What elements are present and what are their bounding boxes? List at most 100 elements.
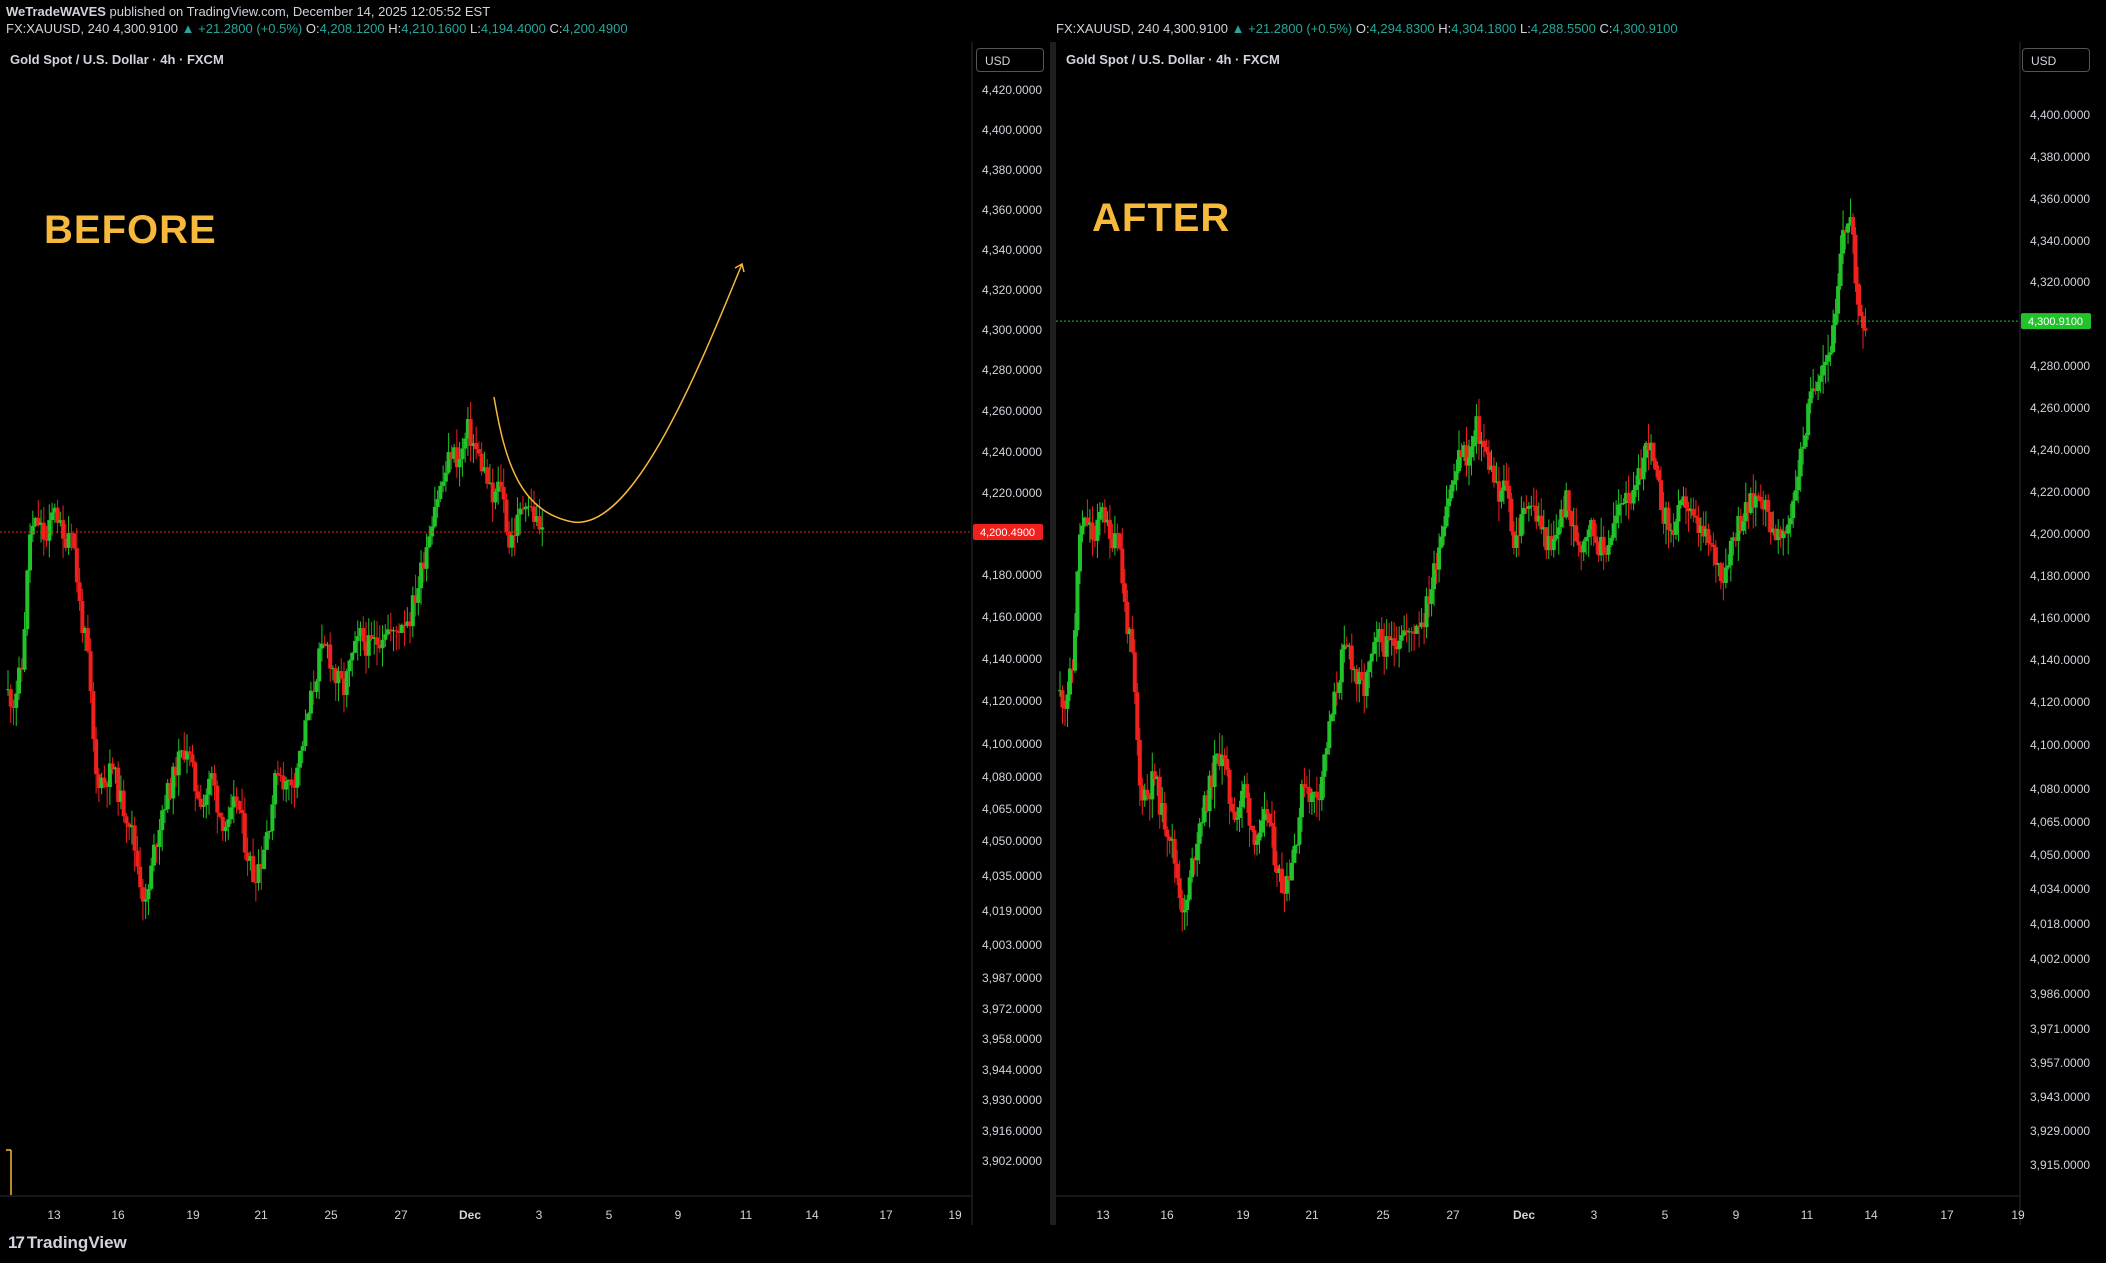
y-tick-label: 3,944.0000 — [982, 1063, 1042, 1077]
candle-body — [1225, 758, 1230, 770]
candle-body — [1601, 536, 1606, 553]
y-tick-label: 4,340.0000 — [982, 243, 1042, 257]
candle-body — [485, 467, 490, 484]
tradingview-logo-icon: 17 — [8, 1233, 25, 1252]
candle-body — [526, 506, 531, 508]
candle-body — [1232, 811, 1237, 820]
candle-body — [1484, 446, 1489, 452]
candle-body — [96, 774, 101, 789]
candle-body — [1349, 645, 1354, 670]
candle-body — [529, 506, 534, 508]
after-chart-panel[interactable]: 4,400.0000 4,380.0000 4,360.0000 4,340.0000… — [1056, 42, 2106, 1225]
candle-body — [1140, 785, 1145, 801]
candle-body — [102, 777, 107, 784]
candle-body — [182, 750, 187, 760]
candle-body — [1269, 822, 1274, 827]
candle-body — [267, 831, 272, 833]
candle-body — [1641, 457, 1646, 480]
candle-body — [1634, 484, 1639, 491]
x-tick-label: 16 — [111, 1208, 125, 1222]
y-tick-label: 4,260.0000 — [2030, 401, 2090, 415]
tradingview-logo[interactable]: 17 TradingView — [8, 1233, 127, 1253]
candle-body — [237, 800, 242, 810]
candle-body — [22, 629, 27, 670]
candle-body — [36, 517, 41, 526]
candle-body — [1332, 691, 1337, 715]
x-tick-label: 14 — [805, 1208, 819, 1222]
y-tick-label: 4,300.0000 — [982, 323, 1042, 337]
x-tick-label: 17 — [879, 1208, 893, 1222]
candle-body — [1479, 440, 1484, 444]
y-tick-label: 4,065.0000 — [982, 802, 1042, 816]
right-change: ▲ +21.2800 (+0.5%) — [1231, 21, 1353, 36]
candle-body — [1190, 858, 1195, 878]
candle-body — [1763, 499, 1768, 510]
candle-body — [1342, 644, 1347, 650]
candle-body — [1746, 502, 1751, 513]
candle-body — [419, 562, 424, 589]
candle-body — [1728, 540, 1733, 566]
y-tick-label: 4,320.0000 — [982, 283, 1042, 297]
candle-body — [1187, 877, 1192, 900]
candle-body — [1621, 503, 1626, 505]
candle-body — [1062, 707, 1067, 709]
right-o-label: O: — [1355, 21, 1370, 36]
panel-divider[interactable] — [1050, 42, 1056, 1225]
candle-body — [286, 779, 291, 782]
candle-body — [1534, 505, 1539, 522]
candle-body — [88, 651, 93, 692]
candle-body — [1639, 468, 1644, 480]
y-tick-label: 4,180.0000 — [2030, 569, 2090, 583]
candle-body — [1796, 476, 1801, 491]
candle-body — [424, 547, 429, 569]
candle-body — [1417, 625, 1422, 627]
candle-body — [1364, 672, 1369, 697]
x-tick-label: 5 — [606, 1208, 613, 1222]
candle-body — [479, 453, 484, 472]
candle-body — [1791, 500, 1796, 519]
candle-body — [314, 681, 319, 692]
before-currency-button[interactable]: USD — [976, 48, 1044, 72]
after-label: AFTER — [1092, 196, 1231, 240]
candle-body — [1060, 690, 1065, 708]
candle-body — [173, 766, 178, 776]
candle-body — [69, 533, 74, 535]
candle-body — [1167, 836, 1172, 841]
candle-body — [231, 796, 236, 808]
candle-body — [1636, 468, 1641, 485]
candle-body — [1821, 365, 1826, 376]
y-tick-label: 3,915.0000 — [2030, 1158, 2090, 1172]
candle-body — [1818, 375, 1823, 382]
candle-body — [446, 452, 451, 473]
after-chart-canvas[interactable]: 4,400.0000 4,380.0000 4,360.0000 4,340.0000… — [1056, 42, 2106, 1225]
candle-body — [1082, 517, 1087, 526]
candle-body — [1609, 537, 1614, 545]
candle-body — [1693, 515, 1698, 518]
candle-body — [157, 830, 162, 847]
candle-body — [534, 516, 539, 522]
candle-body — [1816, 381, 1821, 392]
candle-body — [1786, 524, 1791, 534]
candle-body — [427, 536, 432, 548]
candle-body — [1447, 498, 1452, 507]
candle-body — [179, 750, 184, 752]
candle-body — [234, 796, 239, 801]
candle-body — [1716, 563, 1721, 565]
candle-body — [1514, 535, 1519, 548]
candle-body — [1367, 661, 1372, 673]
y-tick-label: 4,002.0000 — [2030, 952, 2090, 966]
x-tick-label: 25 — [324, 1208, 338, 1222]
candle-body — [1339, 649, 1344, 683]
x-tick-label: 11 — [1801, 1208, 1814, 1222]
candle-body — [1511, 531, 1516, 548]
candle-body — [1387, 636, 1392, 640]
before-chart-panel[interactable]: 4,420.0000 4,400.0000 4,380.0000 4,360.0000… — [0, 42, 1050, 1225]
candle-body — [1132, 652, 1137, 693]
before-chart-canvas[interactable]: 4,420.0000 4,400.0000 4,380.0000 4,360.0000… — [0, 42, 1050, 1225]
candle-body — [388, 629, 393, 632]
candle-body — [1646, 443, 1651, 451]
x-tick-label: 11 — [740, 1208, 753, 1222]
after-currency-button[interactable]: USD — [2022, 48, 2090, 72]
candle-body — [226, 819, 231, 827]
author-name[interactable]: WeTradeWAVES — [6, 4, 106, 19]
